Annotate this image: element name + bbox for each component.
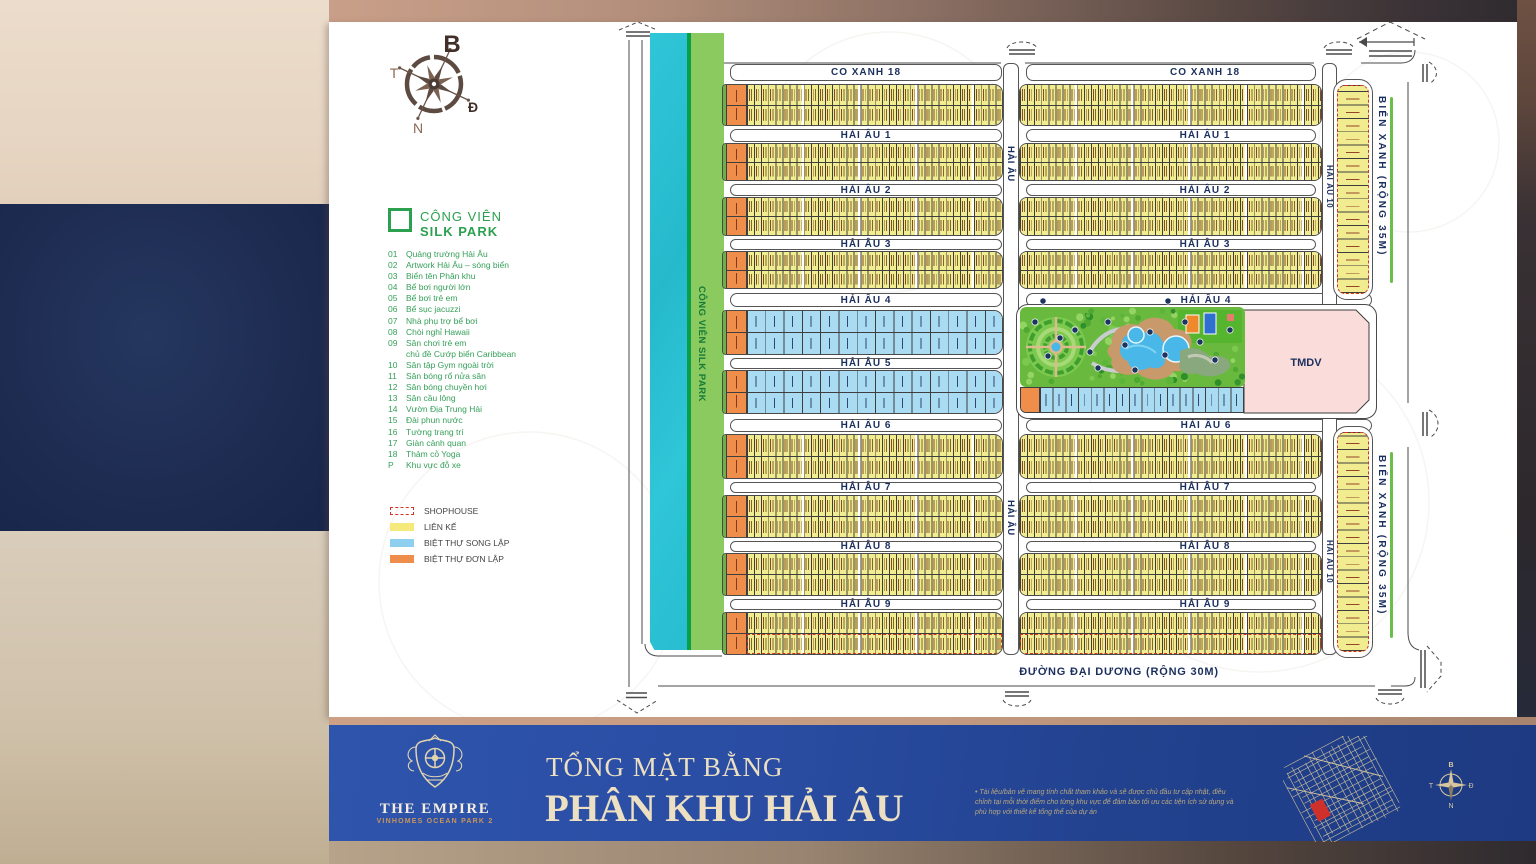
svg-text:T: T bbox=[1429, 783, 1434, 790]
svg-text:Đ: Đ bbox=[468, 99, 478, 115]
svg-text:T: T bbox=[390, 65, 399, 81]
svg-text:TMDV: TMDV bbox=[1290, 357, 1322, 369]
svg-text:N: N bbox=[1448, 803, 1453, 808]
svg-text:N: N bbox=[413, 120, 423, 136]
svg-text:B: B bbox=[443, 31, 460, 58]
svg-text:B: B bbox=[1448, 762, 1453, 769]
svg-text:Đ: Đ bbox=[1468, 783, 1473, 790]
